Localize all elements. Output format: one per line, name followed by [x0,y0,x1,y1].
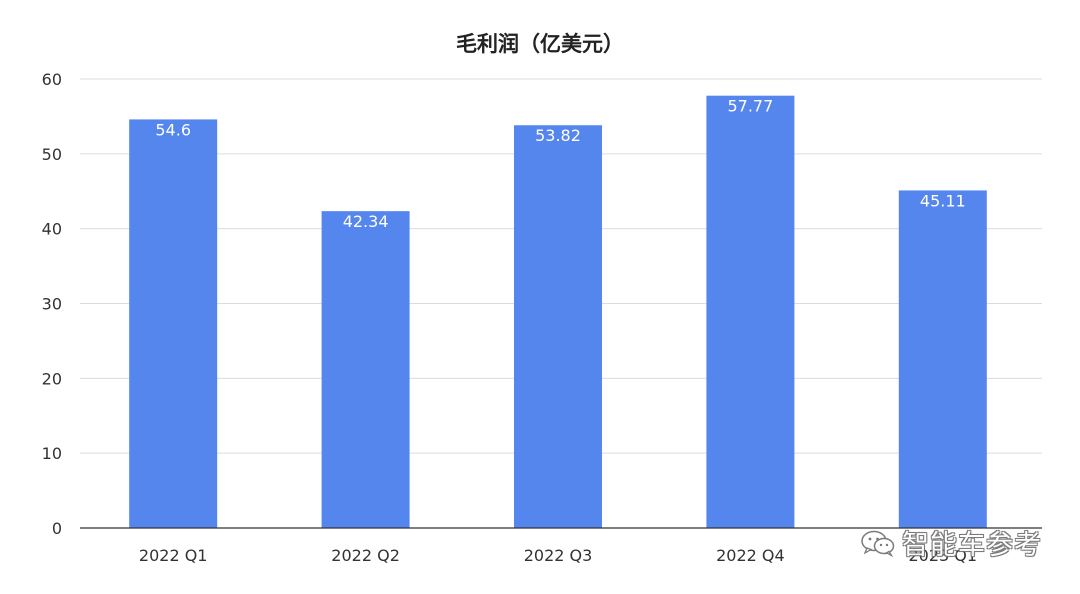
watermark: 智能车参考 [860,523,1042,562]
watermark-text: 智能车参考 [902,530,1042,561]
bar [321,211,410,528]
x-axis-ticks: 2022 Q1 2022 Q2 2022 Q3 2022 Q4 2023 Q1 [139,546,977,565]
y-tick-label: 60 [42,70,62,89]
y-tick-label: 0 [52,519,62,538]
wechat-icon [861,530,895,557]
y-tick-label: 40 [42,220,62,239]
y-tick-label: 10 [42,444,62,463]
y-axis-ticks: 0 10 20 30 40 50 60 [42,70,62,538]
data-label: 45.11 [920,191,966,210]
bar [129,119,218,528]
bar [706,95,795,528]
y-tick-label: 20 [42,369,62,388]
data-label: 53.82 [535,126,581,145]
chart-title: 毛利润（亿美元） [456,32,624,56]
x-tick-label: 2022 Q3 [524,546,593,565]
x-tick-label: 2022 Q2 [331,546,400,565]
bar [514,125,602,528]
data-label: 57.77 [727,97,773,116]
data-labels: 54.6 42.34 53.82 57.77 45.11 [155,97,965,231]
bars [129,95,987,529]
data-label: 54.6 [155,120,191,139]
y-tick-label: 50 [42,145,62,164]
x-tick-label: 2023 Q1 [909,546,978,565]
y-tick-label: 30 [42,295,62,314]
bar [898,190,987,529]
data-label: 42.34 [343,212,389,231]
x-tick-label: 2022 Q1 [139,546,208,565]
x-tick-label: 2022 Q4 [716,546,785,565]
